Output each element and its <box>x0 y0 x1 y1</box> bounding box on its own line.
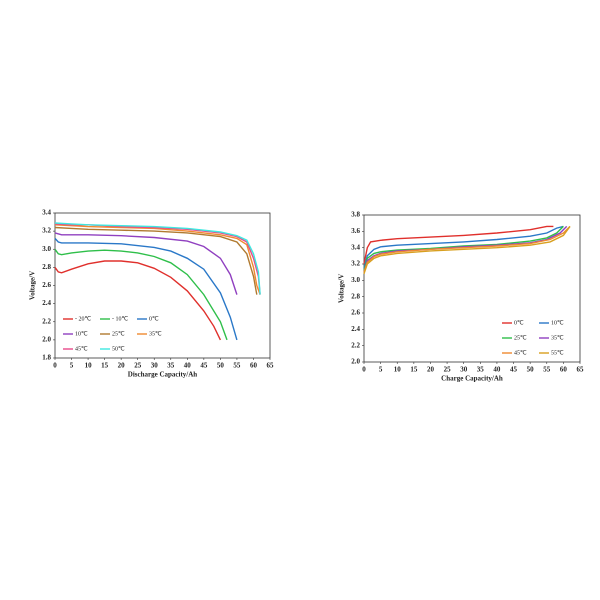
series-line <box>54 237 238 341</box>
y-tick-label: 3.8 <box>351 211 360 219</box>
x-tick-label: 45 <box>200 362 208 370</box>
y-tick-label: 2.6 <box>42 281 51 289</box>
legend-label: 25℃ <box>112 331 125 337</box>
legend-label: 0℃ <box>514 320 524 326</box>
y-tick-label: 2.4 <box>42 299 51 307</box>
y-tick-label: 2.6 <box>351 309 360 317</box>
x-tick-label: 35 <box>167 362 175 370</box>
series-line <box>363 225 554 265</box>
y-axis-label: Voltage/V <box>29 271 37 300</box>
series-line <box>54 226 258 295</box>
legend-label: 0℃ <box>149 316 159 322</box>
legend-label: 10℃ <box>75 331 88 337</box>
y-tick-label: 3.6 <box>351 227 360 235</box>
x-tick-label: 55 <box>233 362 241 370</box>
x-tick-label: 30 <box>151 362 159 370</box>
legend-label: 50℃ <box>112 346 125 352</box>
legend-label: 25℃ <box>514 335 527 341</box>
series-line <box>363 225 564 269</box>
legend-label: - 20℃ <box>75 316 91 322</box>
y-tick-label: 2.0 <box>351 358 360 366</box>
x-tick-label: 45 <box>510 366 518 374</box>
x-tick-label: 5 <box>379 366 383 374</box>
x-axis-label: Discharge Capacity/Ah <box>128 371 198 379</box>
x-tick-label: 50 <box>527 366 535 374</box>
series-line <box>54 248 228 341</box>
x-tick-label: 50 <box>217 362 225 370</box>
plot-frame <box>363 214 581 363</box>
y-tick-label: 1.8 <box>42 354 51 362</box>
x-tick-label: 40 <box>493 366 501 374</box>
series-line <box>363 225 564 271</box>
y-tick-label: 3.0 <box>351 276 360 284</box>
x-tick-label: 25 <box>444 366 452 374</box>
series-line <box>363 225 571 275</box>
x-tick-label: 35 <box>477 366 485 374</box>
y-tick-label: 3.0 <box>42 245 51 253</box>
y-tick-label: 3.2 <box>351 260 360 268</box>
y-tick-label: 2.2 <box>42 317 51 325</box>
legend-label: 45℃ <box>514 350 527 356</box>
x-tick-label: 10 <box>394 366 402 374</box>
x-tick-label: 30 <box>460 366 468 374</box>
x-tick-label: 20 <box>427 366 435 374</box>
x-tick-label: 25 <box>134 362 142 370</box>
y-tick-label: 2.8 <box>42 263 51 271</box>
y-axis-label: Voltage/V <box>338 274 346 303</box>
x-tick-label: 65 <box>267 362 275 370</box>
series-line <box>54 224 261 295</box>
legend-label: - 10℃ <box>112 316 128 322</box>
y-tick-label: 2.8 <box>351 292 360 300</box>
x-tick-label: 60 <box>560 366 568 374</box>
legend-label: 35℃ <box>149 331 162 337</box>
series-line <box>54 232 238 295</box>
x-tick-label: 60 <box>250 362 258 370</box>
x-tick-label: 0 <box>53 362 57 370</box>
x-tick-label: 40 <box>184 362 192 370</box>
x-axis-label: Charge Capacity/Ah <box>441 375 503 383</box>
y-tick-label: 3.4 <box>351 243 360 251</box>
x-tick-label: 65 <box>577 366 585 374</box>
x-tick-label: 10 <box>85 362 93 370</box>
legend-label: 10℃ <box>551 320 564 326</box>
y-tick-label: 3.4 <box>42 209 51 217</box>
x-tick-label: 15 <box>101 362 109 370</box>
legend-label: 45℃ <box>75 346 88 352</box>
x-tick-label: 0 <box>362 366 366 374</box>
x-tick-label: 55 <box>543 366 551 374</box>
x-tick-label: 15 <box>410 366 418 374</box>
series-line <box>363 225 571 273</box>
series-line <box>54 222 261 295</box>
legend-label: 35℃ <box>551 335 564 341</box>
y-tick-label: 2.2 <box>351 341 360 349</box>
series-line <box>54 260 222 341</box>
y-tick-label: 2.0 <box>42 335 51 343</box>
legend-label: 55℃ <box>551 350 564 356</box>
y-tick-label: 2.4 <box>351 325 360 333</box>
x-tick-label: 5 <box>70 362 74 370</box>
x-tick-label: 20 <box>118 362 126 370</box>
y-tick-label: 3.2 <box>42 227 51 235</box>
